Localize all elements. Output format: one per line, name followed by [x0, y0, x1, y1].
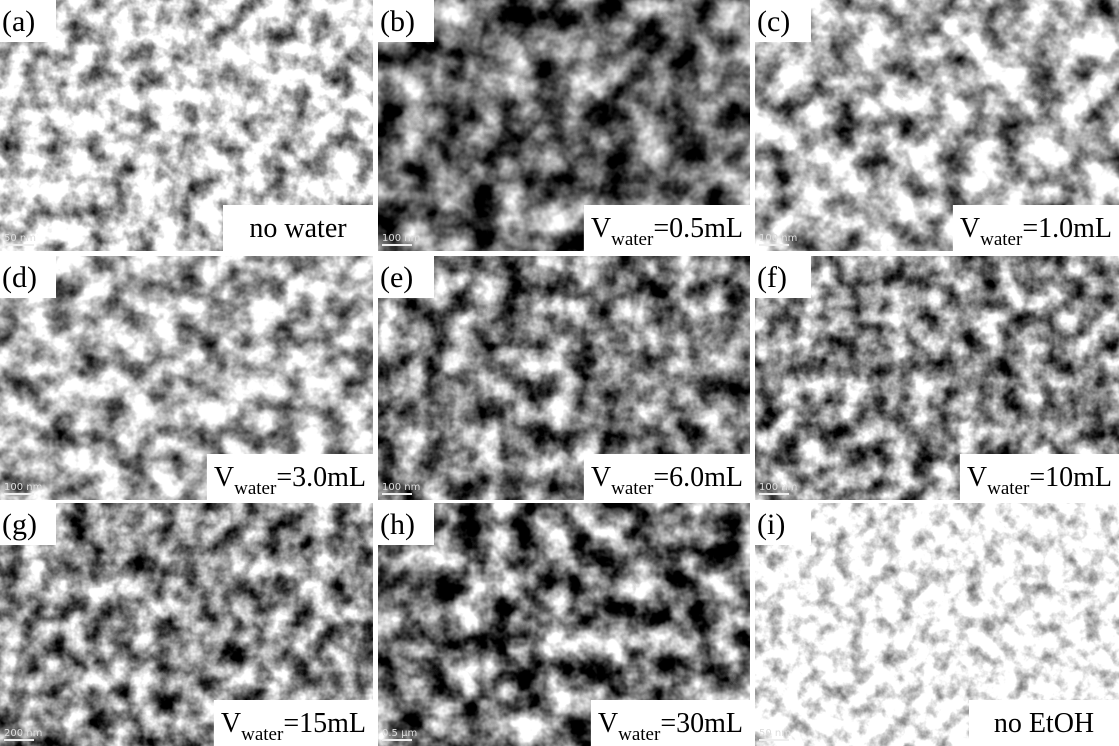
panel: (g) 200 nm Vwater=15mL [0, 503, 373, 746]
panel: (i) 50 nm no EtOH [755, 503, 1119, 746]
caption-value: =6.0mL [653, 462, 743, 493]
caption-subscript: water [234, 478, 277, 499]
scale-bar-label: 200 nm [4, 728, 42, 739]
panel: (d) 100 nm Vwater=3.0mL [0, 256, 373, 500]
caption-value: =15mL [283, 708, 366, 739]
panel: (h) 0.5 μm Vwater=30mL [378, 503, 750, 746]
panel-label: (d) [2, 261, 37, 294]
panel-label: (h) [380, 508, 415, 541]
caption-symbol: V [598, 708, 618, 739]
panel-label: (i) [757, 508, 785, 541]
caption-value: =30mL [660, 708, 743, 739]
caption: no EtOH [994, 708, 1094, 739]
caption-subscript: water [241, 724, 284, 745]
caption-subscript: water [987, 478, 1030, 499]
scale-bar-label: 100 nm [4, 482, 42, 493]
caption-symbol: V [221, 708, 241, 739]
caption-text: no water [249, 213, 347, 244]
page: {"panels": [ {"label": "(a)", "caption":… [0, 0, 1119, 746]
caption-subscript: water [618, 724, 661, 745]
panel-label: (b) [380, 5, 415, 38]
figure: (a)50 nmno water(b)100 nmVwater=0.5mL(c)… [0, 0, 1119, 746]
panel: (a) 50 nm no water [0, 0, 373, 251]
caption-value: =1.0mL [1022, 213, 1112, 244]
panel: (f) 100 nm Vwater=10mL [755, 256, 1119, 500]
scale-bar-label: 0.5 μm [382, 728, 417, 739]
panel-label: (e) [380, 261, 413, 294]
caption-subscript: water [611, 478, 654, 499]
caption-symbol: V [967, 462, 987, 493]
panel: (b) 100 nm Vwater=0.5mL [378, 0, 750, 251]
scale-bar-label: 100 nm [759, 482, 797, 493]
caption-text: no EtOH [994, 708, 1094, 739]
scale-bar-label: 50 nm [759, 728, 791, 739]
panel: (c) 100 nm Vwater=1.0mL [755, 0, 1119, 251]
caption-value: =0.5mL [653, 213, 743, 244]
panel-label: (c) [757, 5, 790, 38]
caption-subscript: water [980, 229, 1023, 250]
caption-symbol: V [591, 213, 611, 244]
panel-label: (a) [2, 5, 35, 38]
scale-bar-label: 100 nm [382, 233, 420, 244]
caption-value: =10mL [1029, 462, 1112, 493]
scale-bar-label: 50 nm [4, 233, 36, 244]
panel-label: (f) [757, 261, 787, 294]
scale-bar-label: 100 nm [759, 233, 797, 244]
scale-bar-label: 100 nm [382, 482, 420, 493]
panel: (e) 100 nm Vwater=6.0mL [378, 256, 750, 500]
panel-label: (g) [2, 508, 37, 541]
caption-subscript: water [611, 229, 654, 250]
caption-value: =3.0mL [276, 462, 366, 493]
caption-symbol: V [214, 462, 234, 493]
caption: no water [249, 213, 347, 244]
caption-symbol: V [960, 213, 980, 244]
caption-symbol: V [591, 462, 611, 493]
